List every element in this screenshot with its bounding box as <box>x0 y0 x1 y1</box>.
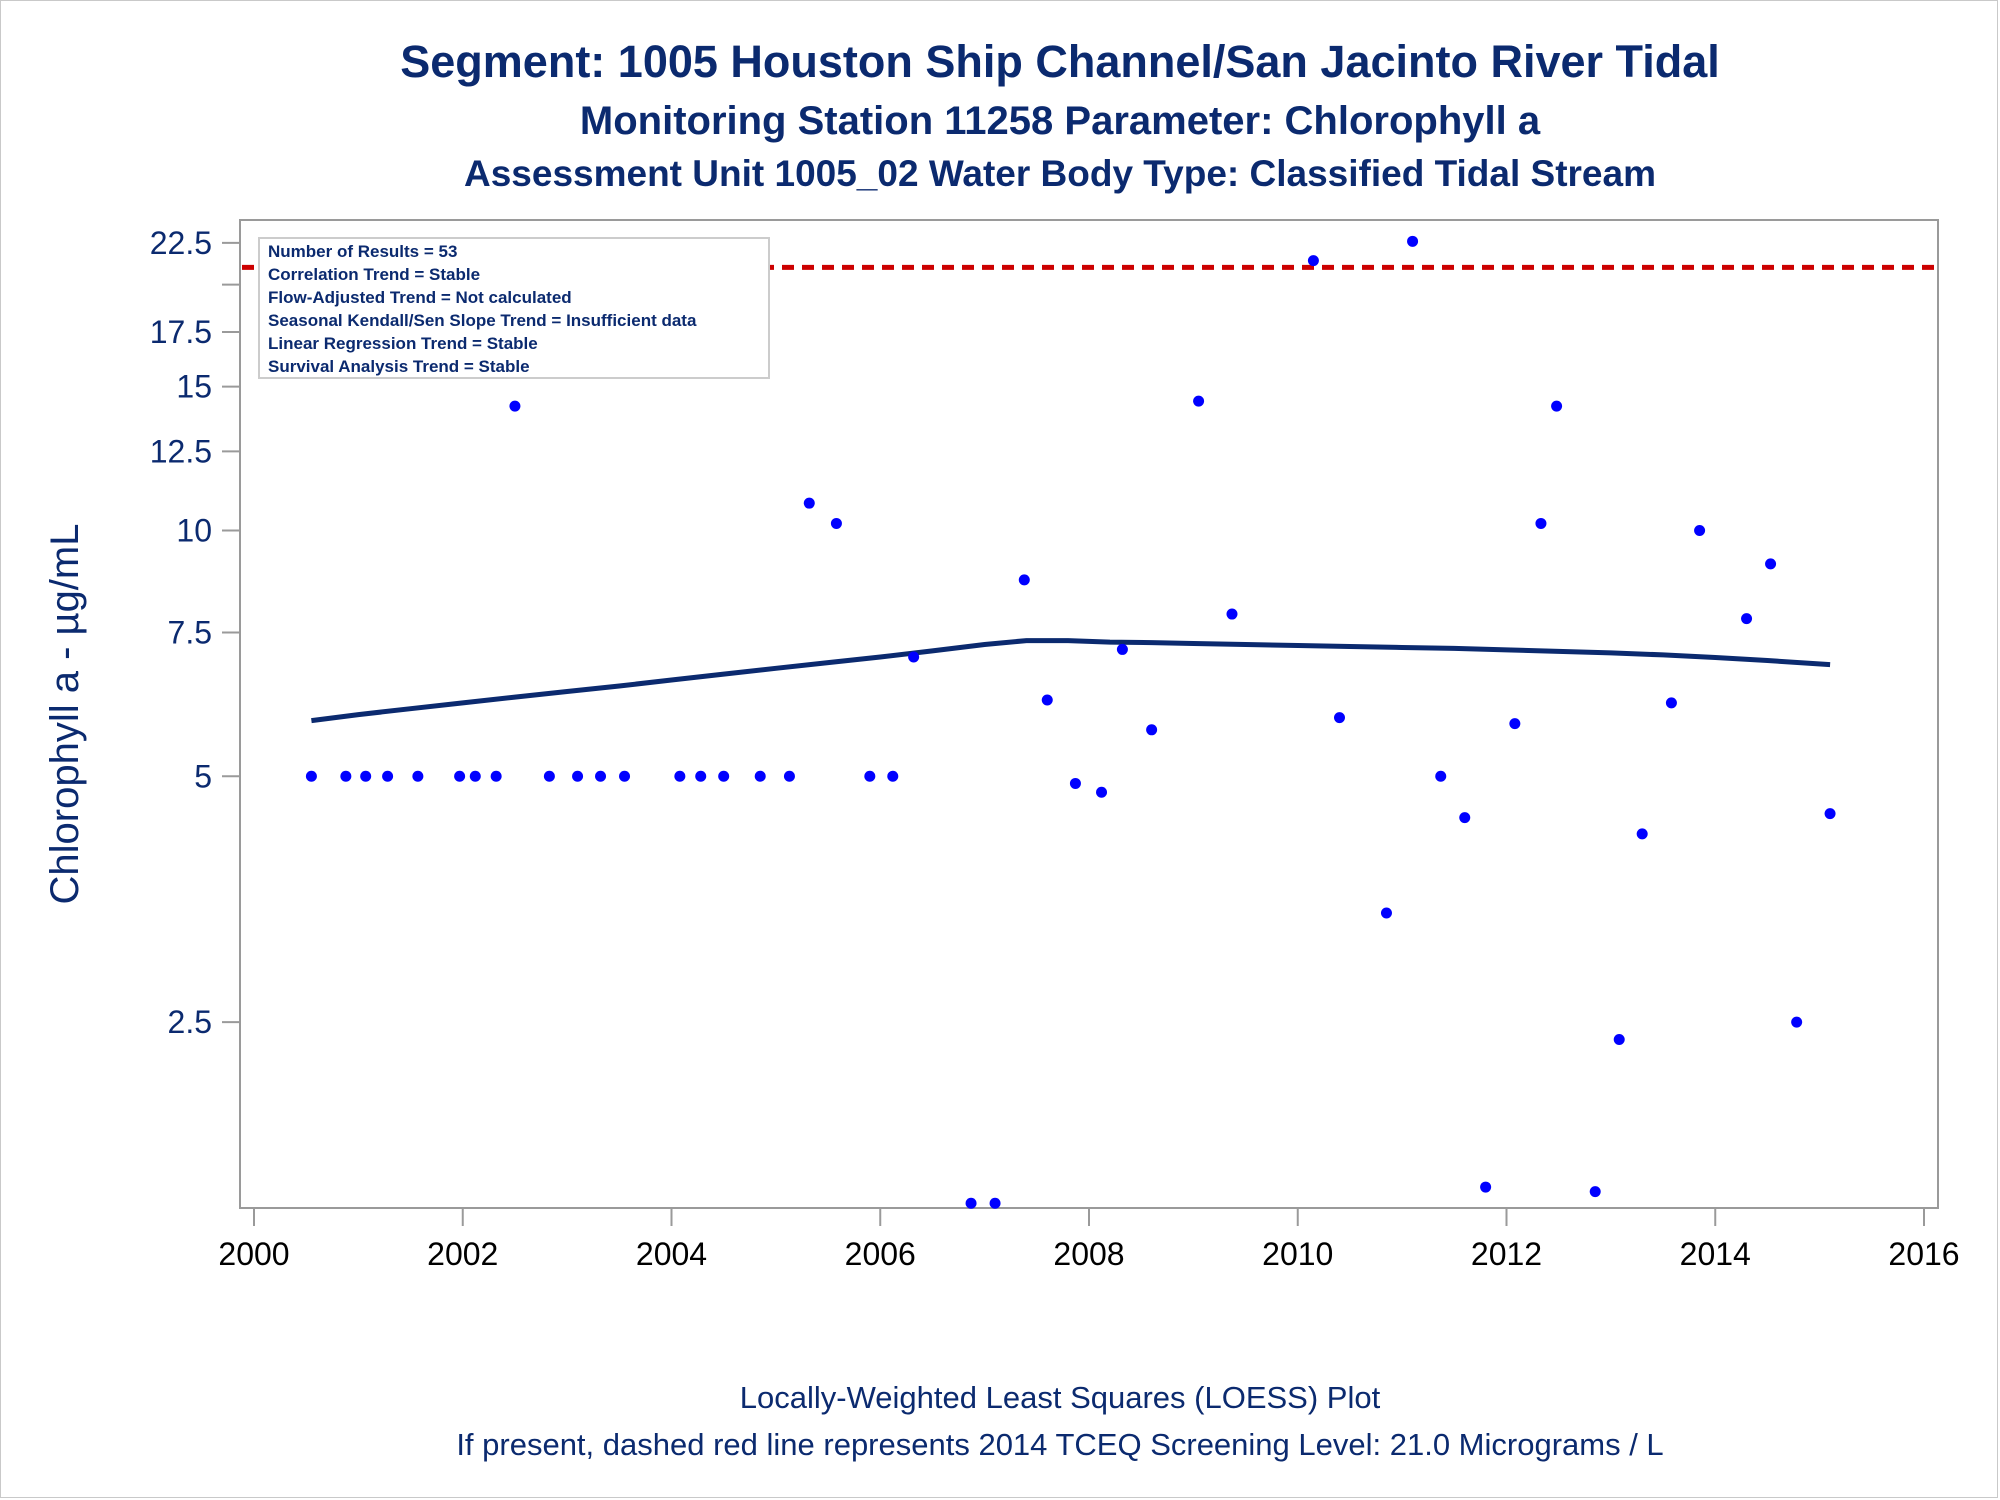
y-axis-label: Chlorophyll a - µg/mL <box>43 524 87 905</box>
data-point <box>1041 694 1053 706</box>
y-tick-label: 5 <box>194 758 212 794</box>
data-point <box>619 770 631 782</box>
data-point <box>469 770 481 782</box>
x-tick-label: 2012 <box>1471 1236 1542 1272</box>
data-point <box>1665 697 1677 709</box>
x-tick-label: 2002 <box>427 1236 498 1272</box>
data-point <box>1694 524 1706 536</box>
data-point <box>1334 712 1345 724</box>
data-point <box>1791 1016 1803 1028</box>
x-tick-label: 2010 <box>1262 1236 1333 1272</box>
chart-subtitle-assessment: Assessment Unit 1005_02 Water Body Type:… <box>464 153 1656 194</box>
x-tick-label: 2004 <box>636 1236 707 1272</box>
data-point <box>754 770 766 782</box>
data-point <box>1435 770 1447 782</box>
data-point <box>305 770 317 782</box>
y-tick-label: 2.5 <box>168 1004 212 1040</box>
data-point <box>1459 812 1471 824</box>
x-tick-label: 2006 <box>845 1236 916 1272</box>
chart-subtitle-station: Monitoring Station 11258 Parameter: Chlo… <box>579 99 1541 143</box>
annotation-box-layer: Number of Results = 53 Correlation Trend … <box>258 237 770 379</box>
data-point <box>1509 718 1521 730</box>
loess-line <box>311 638 1831 724</box>
y-tick-label: 10 <box>176 512 212 548</box>
data-point <box>572 770 584 782</box>
data-point <box>908 651 920 663</box>
data-point <box>1226 608 1238 620</box>
data-point <box>718 770 730 782</box>
points-layer <box>305 235 1836 1209</box>
data-point <box>1146 724 1158 736</box>
y-tick-label: 22.5 <box>150 225 212 261</box>
data-point <box>454 770 466 782</box>
x-tick-label: 2008 <box>1053 1236 1124 1272</box>
trend-annotation-line: Number of Results = 53 <box>268 242 457 261</box>
trend-annotation-line: Flow-Adjusted Trend = Not calculated <box>268 288 572 307</box>
data-point <box>1307 255 1319 267</box>
data-point <box>1069 777 1081 789</box>
data-point <box>490 770 502 782</box>
data-point <box>783 770 795 782</box>
trend-annotation-line: Survival Analysis Trend = Stable <box>268 357 530 376</box>
data-point <box>1589 1186 1601 1198</box>
data-point <box>803 497 815 509</box>
data-point <box>340 770 352 782</box>
data-point <box>674 770 686 782</box>
data-point <box>1407 235 1419 247</box>
data-point <box>509 400 521 412</box>
trend-annotation-line: Seasonal Kendall/Sen Slope Trend = Insuf… <box>268 311 697 330</box>
x-tick-label: 2016 <box>1888 1236 1959 1272</box>
data-point <box>1480 1181 1492 1193</box>
data-point <box>1018 574 1030 586</box>
x-tick-label: 2014 <box>1680 1236 1751 1272</box>
data-point <box>595 770 607 782</box>
y-tick-label: 7.5 <box>168 614 212 650</box>
data-point <box>1193 395 1205 407</box>
trend-annotation-box <box>258 237 770 379</box>
data-point <box>1765 558 1777 570</box>
data-point <box>1636 828 1648 840</box>
y-tick-label: 15 <box>176 369 212 405</box>
chart-title: Segment: 1005 Houston Ship Channel/San J… <box>400 36 1720 87</box>
x-tick-label: 2000 <box>218 1236 289 1272</box>
data-point <box>1824 808 1836 820</box>
y-tick-label: 12.5 <box>150 433 212 469</box>
axes-layer: 2.5 5 7.5 10 12.5 15 17.5 22.5 2000 2002 2004 2006 2… <box>43 219 1960 1272</box>
data-point <box>1380 907 1392 919</box>
data-point <box>864 770 876 782</box>
trend-annotation-line: Linear Regression Trend = Stable <box>268 334 538 353</box>
data-point <box>1551 400 1563 412</box>
data-point <box>360 770 372 782</box>
data-point <box>887 770 899 782</box>
data-point <box>1613 1034 1625 1046</box>
footer-screening-note: If present, dashed red line represents 2… <box>456 1427 1664 1462</box>
y-tick-label: 17.5 <box>150 314 212 350</box>
data-point <box>1116 643 1128 655</box>
data-point <box>412 770 424 782</box>
data-point <box>1741 613 1753 625</box>
trend-annotation-line: Correlation Trend = Stable <box>268 265 480 284</box>
data-point <box>989 1197 1001 1209</box>
data-point <box>830 517 842 529</box>
footer-plot-type: Locally-Weighted Least Squares (LOESS) P… <box>739 1380 1381 1415</box>
data-point <box>1096 786 1108 798</box>
data-point <box>695 770 707 782</box>
data-point <box>543 770 555 782</box>
loess-layer <box>311 638 1831 724</box>
data-point <box>382 770 394 782</box>
data-point <box>1535 517 1547 529</box>
data-point <box>965 1197 977 1209</box>
